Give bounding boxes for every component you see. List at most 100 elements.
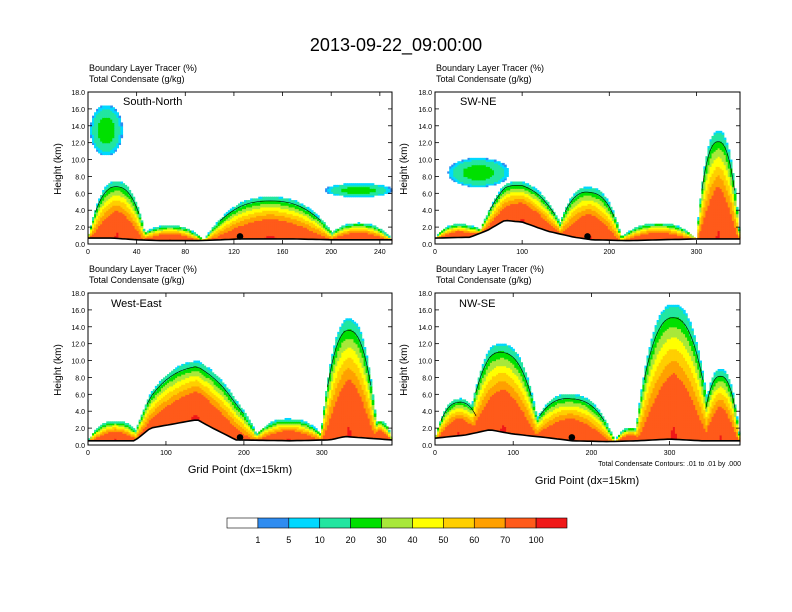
- heatmap-cell: [244, 216, 247, 220]
- heatmap-cell: [233, 230, 237, 233]
- heatmap-cell: [225, 232, 229, 235]
- heatmap-cell: [122, 215, 126, 218]
- heatmap-cell: [296, 220, 300, 223]
- heatmap-cell: [333, 237, 336, 240]
- heatmap-cell: [108, 213, 111, 216]
- heatmap-cell: [274, 232, 278, 235]
- heatmap-cell: [246, 223, 249, 227]
- heatmap-cell: [229, 215, 233, 218]
- heatmap-cell: [106, 211, 109, 215]
- heatmap-cell: [363, 189, 367, 193]
- heatmap-cell: [108, 113, 111, 117]
- heatmap-cell: [185, 228, 188, 232]
- heatmap-cell: [496, 173, 499, 176]
- heatmap-cell: [94, 223, 97, 227]
- heatmap-cell: [280, 201, 284, 205]
- heatmap-cell: [294, 205, 298, 208]
- heatmap-cell: [128, 215, 132, 218]
- heatmap-cell: [491, 220, 495, 223]
- heatmap-cell: [110, 198, 113, 201]
- heatmap-cell: [465, 179, 469, 183]
- heatmap-cell: [461, 230, 465, 233]
- heatmap-cell: [90, 230, 93, 233]
- heatmap-cell: [381, 232, 385, 235]
- heatmap-cell: [294, 201, 298, 205]
- heatmap-cell: [262, 201, 265, 205]
- heatmap-cell: [288, 216, 292, 220]
- heatmap-cell: [264, 213, 267, 216]
- heatmap-cell: [177, 235, 180, 238]
- heatmap-cell: [302, 233, 306, 237]
- heatmap-cell: [262, 233, 265, 237]
- heatmap-cell: [274, 230, 278, 233]
- heatmap-cell: [231, 220, 235, 223]
- heatmap-cell: [294, 213, 298, 216]
- heatmap-cell: [457, 230, 460, 233]
- heatmap-cell: [314, 223, 318, 227]
- heatmap-cell: [144, 233, 148, 237]
- heatmap-cell: [463, 232, 467, 235]
- heatmap-cell: [252, 227, 255, 230]
- heatmap-cell: [475, 176, 479, 179]
- heatmap-cell: [120, 193, 124, 196]
- heatmap-cell: [252, 235, 255, 238]
- heatmap-cell: [108, 220, 111, 223]
- heatmap-cell: [290, 225, 294, 228]
- heatmap-cell: [254, 218, 257, 221]
- heatmap-cell: [108, 215, 111, 218]
- heatmap-cell: [473, 171, 477, 174]
- heatmap-cell: [381, 193, 385, 196]
- heatmap-cell: [455, 174, 458, 178]
- heatmap-cell: [278, 227, 282, 230]
- heatmap-cell: [104, 201, 107, 205]
- heatmap-cell: [451, 227, 454, 230]
- heatmap-cell: [110, 230, 113, 233]
- heatmap-cell: [373, 184, 377, 188]
- heatmap-cell: [284, 201, 288, 205]
- heatmap-cell: [193, 232, 197, 235]
- x-tick-label: 240: [374, 249, 386, 256]
- heatmap-cell: [102, 134, 105, 137]
- heatmap-cell: [290, 208, 294, 211]
- heatmap-cell: [302, 213, 306, 216]
- heatmap-cell: [485, 179, 489, 183]
- heatmap-cell: [359, 188, 363, 191]
- heatmap-cell: [227, 215, 231, 218]
- heatmap-cell: [339, 233, 342, 237]
- heatmap-cell: [96, 129, 99, 132]
- heatmap-cell: [248, 211, 251, 215]
- heatmap-cell: [272, 215, 276, 218]
- heatmap-cell: [187, 237, 190, 240]
- heatmap-cell: [104, 206, 107, 210]
- heatmap-cell: [369, 235, 373, 238]
- heatmap-cell: [221, 235, 225, 238]
- heatmap-cell: [363, 223, 367, 227]
- heatmap-cell: [92, 142, 95, 145]
- heatmap-cell: [377, 235, 381, 238]
- heatmap-cell: [323, 230, 326, 233]
- heatmap-cell: [329, 186, 332, 189]
- heatmap-cell: [371, 184, 375, 188]
- heatmap-cell: [225, 230, 229, 233]
- heatmap-cell: [357, 189, 361, 193]
- heatmap-cell: [262, 220, 265, 223]
- heatmap-cell: [274, 208, 278, 211]
- heatmap-cell: [173, 227, 176, 230]
- heatmap-cell: [116, 117, 119, 120]
- heatmap-cell: [296, 210, 300, 213]
- heatmap-cell: [244, 222, 247, 225]
- heatmap-cell: [498, 191, 501, 194]
- heatmap-cell: [98, 225, 101, 228]
- heatmap-cell: [323, 222, 326, 225]
- heatmap-cell: [359, 233, 363, 237]
- heatmap-cell: [110, 206, 113, 210]
- heatmap-cell: [252, 228, 255, 232]
- heatmap-cell: [167, 230, 170, 233]
- heatmap-cell: [106, 140, 109, 144]
- heatmap-cell: [252, 233, 255, 237]
- heatmap-cell: [491, 178, 495, 181]
- heatmap-cell: [500, 211, 503, 215]
- heatmap-cell: [453, 225, 456, 228]
- heatmap-cell: [106, 147, 109, 151]
- heatmap-cell: [353, 193, 357, 196]
